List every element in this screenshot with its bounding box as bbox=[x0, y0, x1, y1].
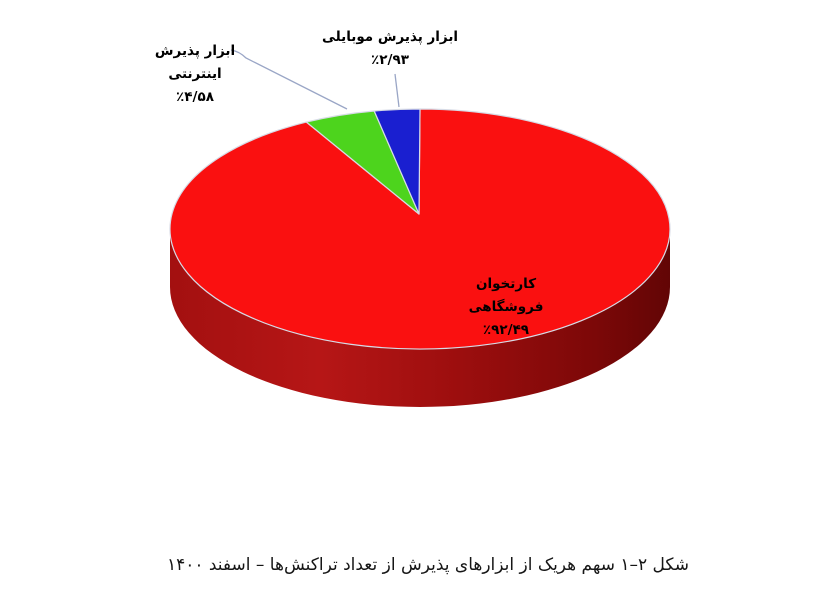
pos-slice-label-name-line1: کارتخوان bbox=[475, 276, 537, 292]
mobile-leader-line bbox=[394, 73, 400, 108]
pos-slice-label-value: ٪۹۲/۴۹ bbox=[482, 322, 530, 338]
mobile-slice-label-value: ٪۲/۹۳ bbox=[371, 52, 409, 68]
pie-side-3d bbox=[170, 229, 670, 407]
internet-slice-label: ابزار پذیرش اینترنتی ٪۴/۵۸ bbox=[110, 40, 280, 109]
pie-slice-mobile bbox=[373, 108, 421, 215]
internet-slice-label-name-line2: اینترنتی bbox=[168, 66, 222, 82]
pos-slice-label: کارتخوان فروشگاهی ٪۹۲/۴۹ bbox=[421, 273, 591, 342]
figure-caption: شکل ۲–۱ سهم هریک از ابزارهای پذیرش از تع… bbox=[166, 555, 690, 575]
internet-slice-label-value: ٪۴/۵۸ bbox=[176, 89, 214, 105]
internet-slice-label-name-line1: ابزار پذیرش bbox=[154, 43, 236, 59]
pie-slice-pos-terminal bbox=[169, 108, 671, 350]
internet-leader-line bbox=[230, 49, 348, 110]
mobile-slice-label: ابزار پذیرش موبایلی ٪۲/۹۳ bbox=[280, 26, 500, 72]
mobile-slice-label-name: ابزار پذیرش موبایلی bbox=[321, 29, 459, 45]
pos-slice-label-name-line2: فروشگاهی bbox=[468, 299, 544, 315]
